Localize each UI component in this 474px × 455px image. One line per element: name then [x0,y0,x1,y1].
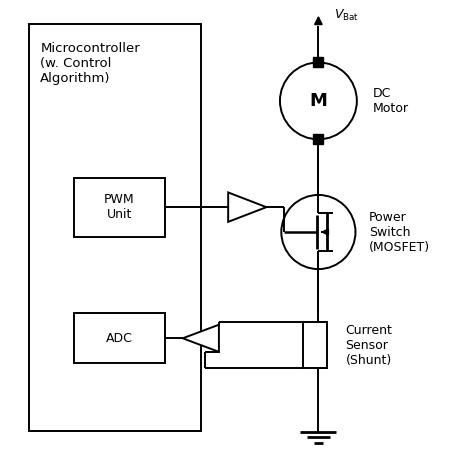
Bar [29,24,201,431]
Circle shape [281,195,356,269]
Polygon shape [183,325,219,352]
Text: PWM
Unit: PWM Unit [104,193,135,221]
Bar [74,178,164,237]
Text: Microcontroller
(w. Control
Algorithm): Microcontroller (w. Control Algorithm) [40,42,140,85]
Bar [74,313,164,363]
Circle shape [280,62,357,139]
Text: Current
Sensor
(Shunt): Current Sensor (Shunt) [346,324,392,367]
Text: ADC: ADC [106,332,133,345]
Text: M: M [310,92,328,110]
Bar [313,134,323,144]
Polygon shape [228,192,266,222]
Text: Power
Switch
(MOSFET): Power Switch (MOSFET) [369,211,430,253]
Bar [313,57,323,67]
Text: DC
Motor: DC Motor [373,87,409,115]
Text: $V_{\mathrm{Bat}}$: $V_{\mathrm{Bat}}$ [334,8,359,23]
Bar [302,323,328,368]
